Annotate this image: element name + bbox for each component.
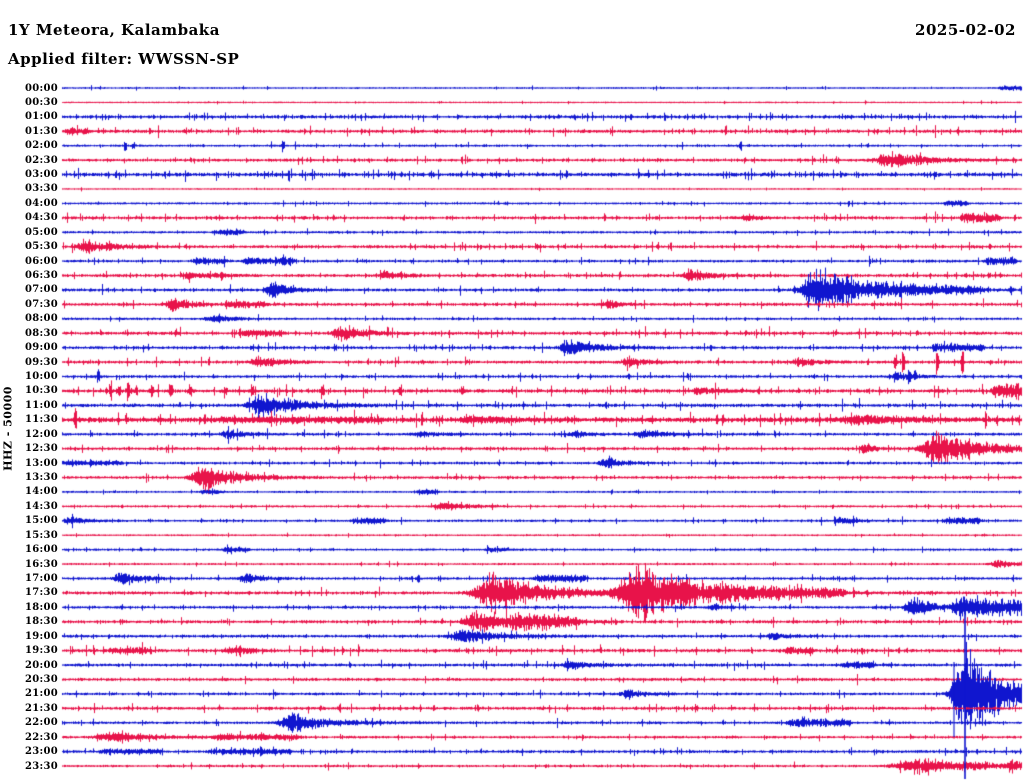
row-time-label: 07:30 [24, 298, 58, 310]
row-time-label: 02:30 [24, 154, 58, 166]
row-time-label: 04:00 [24, 197, 58, 209]
row-time-label: 19:30 [24, 645, 58, 657]
row-time-label: 03:30 [24, 183, 58, 195]
row-time-label: 22:30 [24, 731, 58, 743]
row-time-label: 04:30 [24, 212, 58, 224]
row-time-label: 00:30 [24, 96, 58, 108]
row-time-label: 12:30 [24, 443, 58, 455]
row-time-label: 21:00 [24, 688, 58, 700]
row-time-label: 13:30 [24, 472, 58, 483]
row-time-label: 16:30 [24, 558, 58, 570]
row-time-label: 00:00 [24, 82, 58, 94]
row-time-label: 15:00 [24, 515, 58, 527]
row-time-label: 20:00 [24, 659, 58, 671]
row-time-label: 06:30 [24, 270, 58, 282]
row-time-label: 09:00 [24, 342, 58, 354]
row-time-label: 21:30 [24, 702, 58, 714]
row-time-label: 10:00 [24, 371, 58, 383]
row-time-label: 14:30 [24, 500, 58, 512]
row-time-label: 23:00 [24, 746, 58, 758]
row-time-label: 05:00 [24, 226, 58, 238]
row-time-label: 11:30 [24, 414, 58, 426]
row-time-label: 08:30 [24, 327, 58, 339]
row-time-label: 16:00 [24, 544, 58, 556]
row-time-label: 23:30 [24, 760, 58, 772]
row-time-label: 05:30 [24, 241, 58, 253]
row-time-label: 14:00 [24, 486, 58, 498]
row-time-label: 11:00 [24, 399, 58, 411]
row-time-label: 01:00 [24, 111, 58, 123]
row-time-label: 19:00 [24, 630, 58, 642]
row-time-label: 18:00 [24, 601, 58, 613]
row-time-label: 17:30 [24, 587, 58, 599]
row-time-label: 15:30 [24, 529, 58, 541]
row-time-label: 20:30 [24, 673, 58, 685]
row-time-label: 22:00 [24, 717, 58, 729]
row-time-label: 01:30 [24, 125, 58, 137]
row-time-label: 03:00 [24, 169, 58, 181]
row-time-label: 10:30 [24, 385, 58, 397]
row-time-label: 07:00 [24, 284, 58, 296]
row-time-label: 12:00 [24, 428, 58, 440]
row-time-label: 08:00 [24, 313, 58, 325]
row-time-label: 13:00 [24, 457, 58, 469]
row-time-label: 17:00 [24, 572, 58, 584]
row-time-label: 09:30 [24, 356, 58, 368]
row-time-label: 06:00 [24, 255, 58, 267]
row-time-label: 02:00 [24, 140, 58, 152]
row-time-label: 18:30 [24, 616, 58, 628]
